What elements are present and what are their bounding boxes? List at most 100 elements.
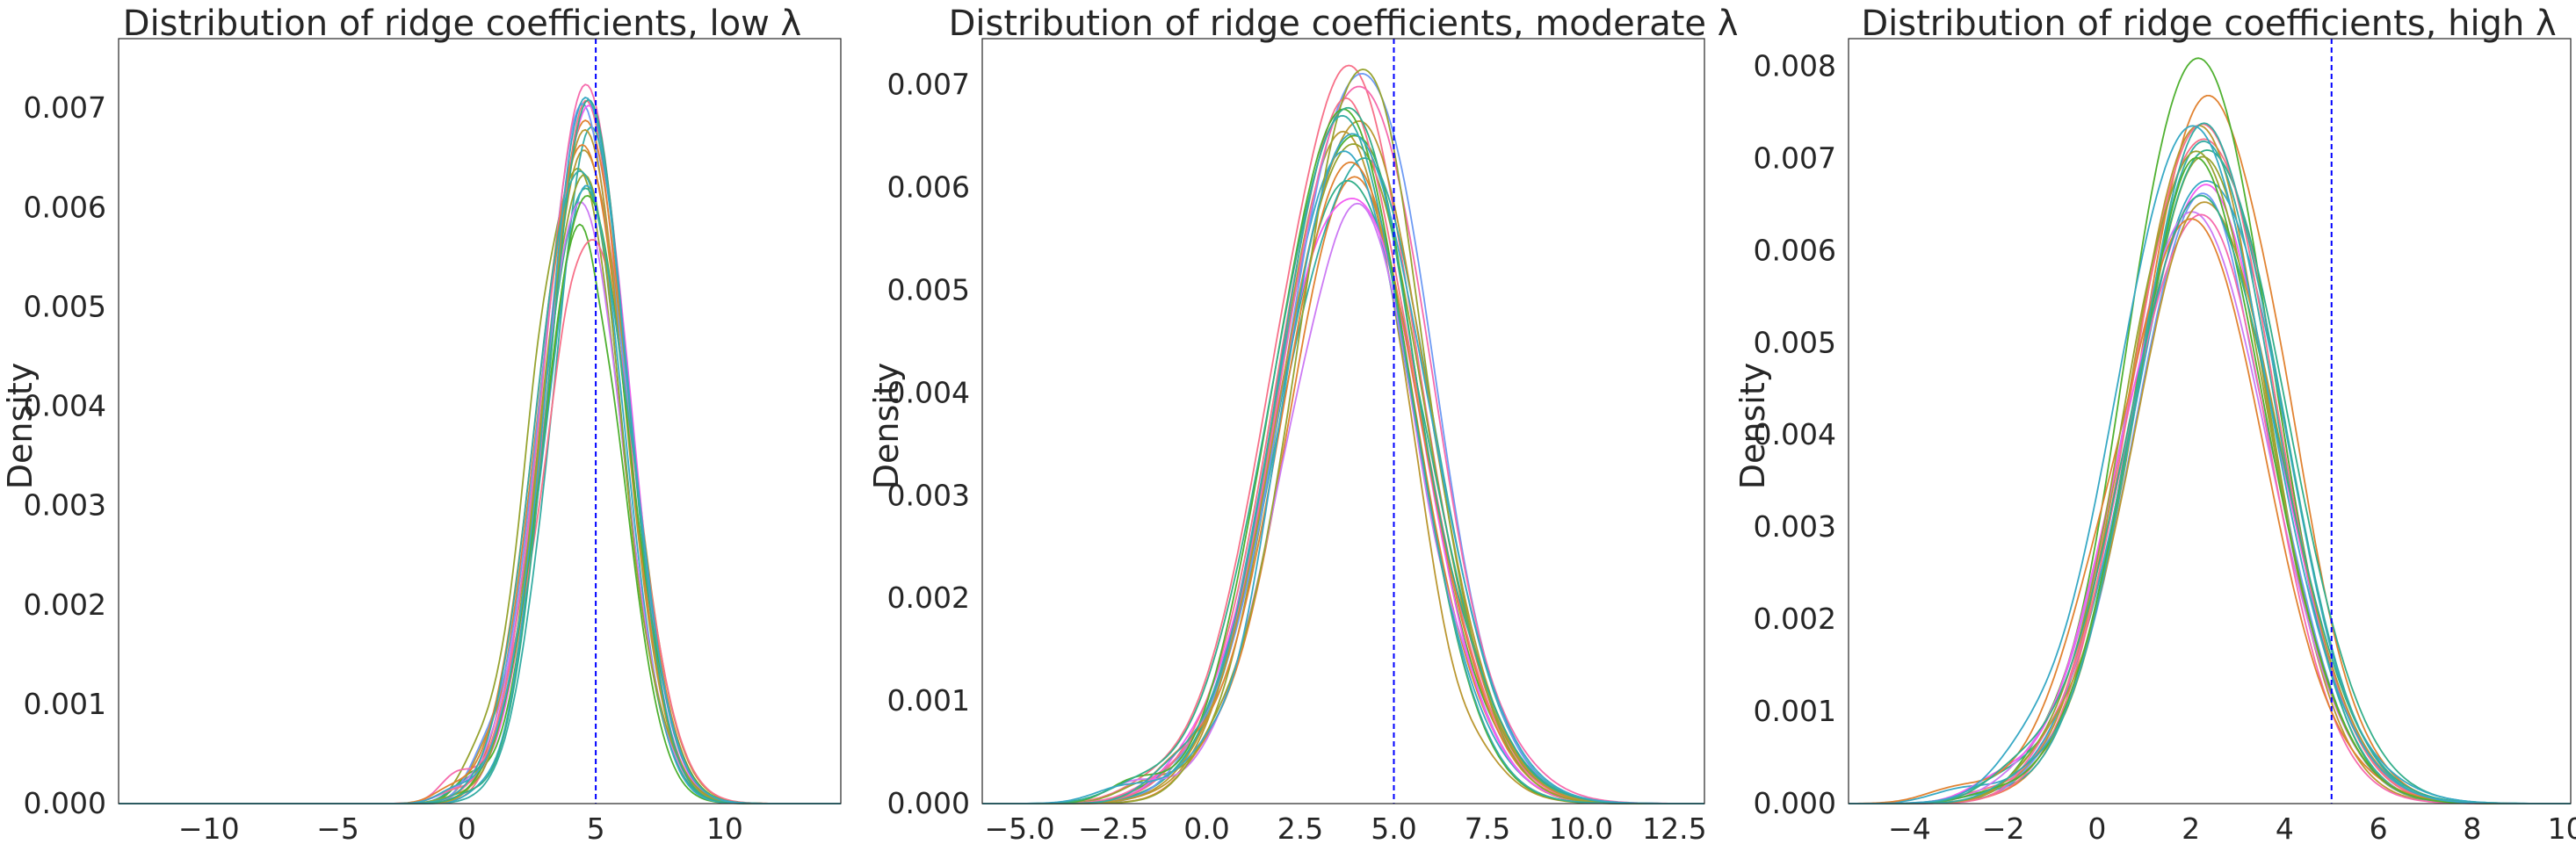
y-axis-label: Density xyxy=(1733,363,1772,489)
kde-curve xyxy=(119,97,841,804)
y-tick-label: 0.003 xyxy=(887,478,970,512)
kde-curve xyxy=(982,85,1704,804)
kde-curve xyxy=(1849,192,2571,804)
kde-curve xyxy=(119,201,841,804)
kde-curve xyxy=(1849,140,2571,804)
kde-curve xyxy=(119,168,841,804)
kde-curve xyxy=(119,144,841,804)
kde-curve xyxy=(119,103,841,804)
chart-title: Distribution of ridge coefficients, low … xyxy=(123,4,801,44)
panel-moderate-lambda: Distribution of ridge coefficients, mode… xyxy=(867,4,1738,844)
kde-curve xyxy=(119,105,841,804)
kde-curve xyxy=(1849,149,2571,804)
kde-curve xyxy=(119,174,841,804)
kde-curve xyxy=(119,187,841,804)
y-tick-label: 0.007 xyxy=(887,68,970,102)
kde-curve xyxy=(1849,125,2571,804)
y-tick-label: 0.001 xyxy=(887,683,970,718)
kde-curve xyxy=(982,108,1704,804)
kde-curve xyxy=(1849,184,2571,804)
kde-curve xyxy=(982,133,1704,804)
y-tick-label: 0.006 xyxy=(887,170,970,205)
kde-curve xyxy=(119,98,841,804)
kde-curve xyxy=(119,195,841,804)
y-tick-label: 0.000 xyxy=(24,786,106,820)
y-tick-label: 0.000 xyxy=(1754,786,1836,820)
kde-curve xyxy=(119,184,841,804)
x-tick-labels: −10 −5 0 5 10 xyxy=(178,812,743,844)
kde-curve xyxy=(982,97,1704,804)
x-tick-label: −10 xyxy=(178,812,240,844)
kde-curve xyxy=(982,198,1704,804)
kde-curve xyxy=(982,157,1704,804)
kde-curve xyxy=(1849,138,2571,804)
kde-curve xyxy=(982,161,1704,804)
x-tick-label: 10.0 xyxy=(1549,812,1613,844)
kde-curve xyxy=(1849,150,2571,804)
y-tick-label: 0.005 xyxy=(887,272,970,307)
kde-curve xyxy=(119,170,841,804)
plot-frame xyxy=(1848,38,2572,804)
y-tick-label: 0.008 xyxy=(1754,48,1836,83)
x-tick-label: 10 xyxy=(706,812,743,844)
kde-curve xyxy=(982,120,1704,804)
x-tick-label: 8 xyxy=(2463,812,2481,844)
kde-curve xyxy=(982,143,1704,804)
x-tick-labels: −5.0 −2.5 0.0 2.5 5.0 7.5 10.0 12.5 xyxy=(985,812,1707,844)
x-tick-label: −2.5 xyxy=(1078,812,1148,844)
chart-title: Distribution of ridge coefficients, high… xyxy=(1861,4,2556,44)
y-axis-label: Density xyxy=(1,363,40,489)
x-tick-label: 5 xyxy=(587,812,605,844)
y-tick-label: 0.002 xyxy=(1754,602,1836,636)
x-tick-label: 5.0 xyxy=(1371,812,1416,844)
x-tick-label: 0.0 xyxy=(1183,812,1229,844)
kde-curve xyxy=(1849,194,2571,804)
y-tick-labels: 0.000 0.001 0.002 0.003 0.004 0.005 0.006 0.007 xyxy=(24,90,106,820)
x-tick-label: −5 xyxy=(316,812,359,844)
kde-curve xyxy=(982,134,1704,804)
x-tick-label: 6 xyxy=(2370,812,2388,844)
kde-curves xyxy=(1849,57,2571,804)
kde-curve xyxy=(1849,218,2571,804)
chart-title: Distribution of ridge coefficients, mode… xyxy=(949,4,1739,44)
y-tick-label: 0.007 xyxy=(1754,141,1836,175)
kde-curve xyxy=(982,150,1704,804)
y-tick-label: 0.006 xyxy=(1754,233,1836,267)
kde-curve xyxy=(1849,123,2571,804)
kde-curve xyxy=(119,126,841,804)
kde-curve xyxy=(1849,156,2571,804)
kde-curve xyxy=(982,130,1704,804)
panel-high-lambda: Distribution of ridge coefficients, high… xyxy=(1733,4,2576,844)
y-tick-label: 0.001 xyxy=(1754,694,1836,728)
y-tick-label: 0.005 xyxy=(24,289,106,323)
y-tick-labels: 0.000 0.001 0.002 0.003 0.004 0.005 0.006 0.007… xyxy=(1754,48,1836,820)
kde-curve xyxy=(119,239,841,804)
kde-curve xyxy=(982,106,1704,804)
kde-curve xyxy=(1849,180,2571,804)
y-tick-label: 0.002 xyxy=(887,581,970,615)
x-tick-label: 7.5 xyxy=(1465,812,1510,844)
plot-frame xyxy=(118,38,842,804)
y-tick-labels: 0.000 0.001 0.002 0.003 0.004 0.005 0.006 0.007 xyxy=(887,68,970,820)
x-tick-label: 4 xyxy=(2276,812,2294,844)
kde-curve xyxy=(982,180,1704,804)
x-tick-label: 2 xyxy=(2182,812,2200,844)
kde-curve xyxy=(119,149,841,804)
kde-curve xyxy=(119,128,841,804)
kde-curve xyxy=(1849,213,2571,804)
y-axis-label: Density xyxy=(867,363,906,489)
y-tick-label: 0.003 xyxy=(1754,509,1836,544)
y-tick-label: 0.007 xyxy=(24,90,106,125)
kde-curve xyxy=(1849,95,2571,804)
panel-low-lambda: Distribution of ridge coefficients, low … xyxy=(1,4,842,844)
x-tick-label: −5.0 xyxy=(985,812,1055,844)
y-tick-label: 0.000 xyxy=(887,786,970,820)
y-tick-label: 0.001 xyxy=(24,687,106,721)
y-tick-label: 0.005 xyxy=(1754,325,1836,359)
x-tick-label: 12.5 xyxy=(1642,812,1706,844)
kde-curve xyxy=(1849,155,2571,804)
kde-curve xyxy=(982,176,1704,804)
kde-curve xyxy=(1849,57,2571,804)
x-tick-label: 10 xyxy=(2548,812,2576,844)
